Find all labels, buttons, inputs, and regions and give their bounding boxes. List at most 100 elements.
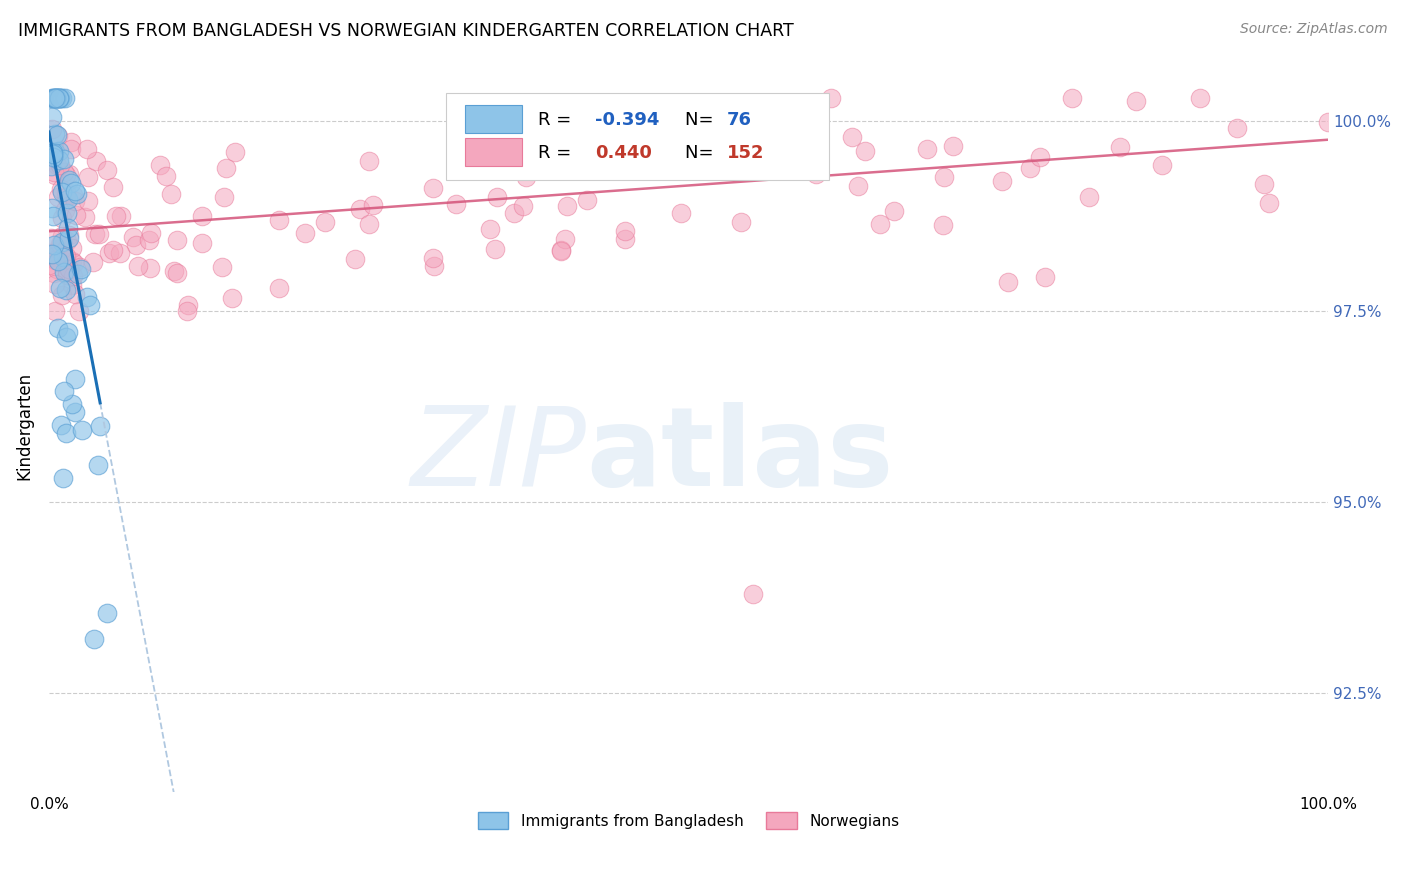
Point	[83, 227, 105, 241]
Point	[44, 277, 66, 292]
Point	[41, 122, 63, 136]
Point	[361, 198, 384, 212]
Point	[62, 256, 84, 270]
Point	[269, 213, 291, 227]
Point	[49, 236, 72, 251]
Point	[38, 258, 60, 272]
Point	[314, 215, 336, 229]
Point	[42, 209, 65, 223]
Point	[294, 226, 316, 240]
Point	[75, 210, 97, 224]
Point	[41, 111, 63, 125]
Point	[62, 269, 84, 284]
Point	[77, 169, 100, 184]
Point	[58, 167, 80, 181]
Point	[46, 190, 69, 204]
Point	[67, 304, 90, 318]
Point	[678, 153, 700, 167]
Point	[53, 384, 76, 398]
Point	[56, 205, 79, 219]
Point	[52, 165, 75, 179]
Point	[191, 235, 214, 250]
Point	[422, 181, 444, 195]
Point	[122, 230, 145, 244]
Point	[59, 176, 82, 190]
Point	[464, 130, 486, 145]
Point	[190, 209, 212, 223]
Point	[820, 91, 842, 105]
Point	[613, 224, 636, 238]
Point	[124, 238, 146, 252]
Point	[160, 186, 183, 201]
Point	[45, 91, 67, 105]
Point	[349, 202, 371, 216]
Point	[942, 139, 965, 153]
Point	[730, 215, 752, 229]
Point	[48, 153, 70, 167]
Point	[51, 211, 73, 225]
Point	[991, 174, 1014, 188]
Text: N=: N=	[685, 111, 718, 128]
Point	[52, 471, 75, 485]
Point	[55, 185, 77, 199]
Point	[83, 632, 105, 646]
Point	[45, 262, 67, 277]
Point	[550, 243, 572, 257]
Point	[46, 91, 69, 105]
Point	[44, 127, 66, 141]
Point	[41, 247, 63, 261]
Point	[49, 91, 72, 105]
Point	[55, 425, 77, 440]
Point	[101, 244, 124, 258]
Point	[49, 281, 72, 295]
Point	[108, 245, 131, 260]
Point	[139, 260, 162, 275]
Point	[177, 298, 200, 312]
Point	[51, 181, 73, 195]
Point	[166, 233, 188, 247]
Point	[215, 161, 238, 175]
Text: ZIP: ZIP	[411, 401, 586, 508]
Text: 152: 152	[727, 144, 765, 161]
Point	[46, 320, 69, 334]
Point	[76, 290, 98, 304]
Point	[42, 145, 65, 160]
Point	[65, 194, 87, 209]
Point	[63, 287, 86, 301]
Text: atlas: atlas	[586, 401, 894, 508]
Point	[1152, 158, 1174, 172]
Point	[550, 244, 572, 258]
Point	[221, 291, 243, 305]
Point	[53, 203, 76, 218]
Point	[89, 418, 111, 433]
Point	[485, 190, 508, 204]
Point	[65, 208, 87, 222]
Point	[62, 188, 84, 202]
Point	[155, 169, 177, 183]
Point	[39, 231, 62, 245]
Point	[39, 245, 62, 260]
Point	[48, 145, 70, 159]
Point	[56, 325, 79, 339]
Point	[56, 268, 79, 282]
Y-axis label: Kindergarten: Kindergarten	[15, 372, 32, 480]
Point	[86, 458, 108, 472]
Point	[45, 91, 67, 105]
Text: 76: 76	[727, 111, 752, 128]
Point	[104, 209, 127, 223]
Point	[138, 233, 160, 247]
Point	[148, 159, 170, 173]
Point	[869, 218, 891, 232]
Point	[1226, 120, 1249, 135]
Point	[855, 144, 877, 158]
Point	[269, 281, 291, 295]
Point	[44, 252, 66, 267]
Point	[343, 252, 366, 266]
Point	[67, 267, 90, 281]
Point	[512, 199, 534, 213]
Point	[101, 180, 124, 194]
Point	[1062, 91, 1084, 105]
Point	[422, 251, 444, 265]
Point	[52, 250, 75, 264]
Point	[69, 260, 91, 274]
